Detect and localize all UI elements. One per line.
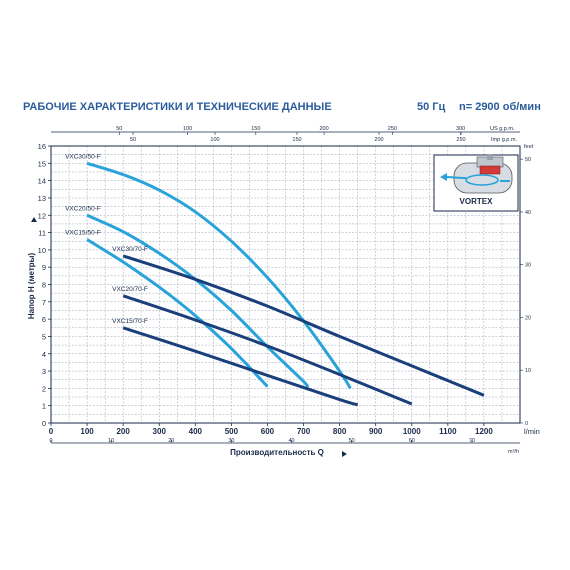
m3h-tick-label: 20 bbox=[168, 438, 174, 444]
speed-label: n= 2900 об/мин bbox=[459, 101, 541, 113]
usgpm-tick-label: 50 bbox=[116, 126, 122, 132]
y-tick-label: 6 bbox=[42, 315, 46, 324]
y-tick-label: 14 bbox=[38, 177, 46, 186]
curve-vxc20-50-f bbox=[86, 213, 310, 389]
y-tick-label: 0 bbox=[42, 419, 46, 428]
y-tick-label: 8 bbox=[42, 281, 46, 290]
x-tick-label: 800 bbox=[333, 427, 347, 436]
m3h-tick-label: 70 bbox=[469, 438, 475, 444]
x-tick-label: 1100 bbox=[439, 427, 457, 436]
frequency-label: 50 Гц bbox=[417, 101, 446, 113]
y-axis-arrow bbox=[31, 217, 37, 222]
feet-tick-label: 40 bbox=[525, 210, 531, 216]
y-tick-label: 9 bbox=[42, 263, 46, 272]
y-tick-label: 10 bbox=[38, 246, 46, 255]
curve-vxc15-70-f bbox=[122, 326, 359, 407]
page-title: РАБОЧИЕ ХАРАКТЕРИСТИКИ И ТЕХНИЧЕСКИЕ ДАН… bbox=[23, 101, 332, 113]
x-unit-label: l/min bbox=[524, 427, 540, 436]
m3h-tick-label: 60 bbox=[409, 438, 415, 444]
curve-label: VXC20/70-F bbox=[112, 286, 148, 293]
impgpm-tick-label: 200 bbox=[374, 137, 383, 143]
curve-vxc30-70-f bbox=[122, 254, 485, 397]
x-tick-label: 500 bbox=[225, 427, 239, 436]
vortex-inset: VORTEX bbox=[433, 154, 519, 212]
chart-curves: VXC30/50-F VXC20/50-F VXC15/50-F VXC30/70-F… bbox=[65, 153, 485, 407]
y-tick-label: 3 bbox=[42, 367, 46, 376]
usgpm-unit-label: US g.p.m. bbox=[490, 126, 515, 132]
vortex-pump-icon bbox=[440, 154, 513, 194]
curve-label: VXC30/70-F bbox=[112, 246, 148, 253]
chart-ticks: 0 100 200 300 400 500 600 700 800 900 1000 1100 1200… bbox=[38, 126, 540, 455]
curve-label: VXC15/70-F bbox=[112, 318, 148, 325]
y-tick-label: 16 bbox=[38, 142, 46, 151]
m3h-tick-label: 0 bbox=[49, 438, 52, 444]
m3h-tick-label: 30 bbox=[228, 438, 234, 444]
x-tick-label: 200 bbox=[116, 427, 130, 436]
impgpm-tick-label: 50 bbox=[130, 137, 136, 143]
y-tick-label: 15 bbox=[38, 159, 46, 168]
usgpm-tick-label: 250 bbox=[388, 126, 397, 132]
x-tick-label: 300 bbox=[153, 427, 167, 436]
usgpm-tick-label: 100 bbox=[183, 126, 192, 132]
curve-label: VXC30/50-F bbox=[65, 153, 101, 160]
x-tick-label: 100 bbox=[80, 427, 94, 436]
m3h-tick-label: 10 bbox=[108, 438, 114, 444]
impgpm-tick-label: 150 bbox=[292, 137, 301, 143]
feet-tick-label: 30 bbox=[525, 263, 531, 269]
y-tick-label: 4 bbox=[42, 350, 46, 359]
m3h-unit-label: m³/h bbox=[508, 449, 519, 455]
impgpm-unit-label: Imp g.p.m. bbox=[491, 137, 517, 143]
usgpm-tick-label: 300 bbox=[456, 126, 465, 132]
x-tick-label: 700 bbox=[297, 427, 311, 436]
impgpm-tick-label: 250 bbox=[456, 137, 465, 143]
y-tick-label: 13 bbox=[38, 194, 46, 203]
x-tick-label: 1200 bbox=[475, 427, 493, 436]
usgpm-tick-label: 200 bbox=[320, 126, 329, 132]
x-tick-label: 1000 bbox=[403, 427, 421, 436]
feet-tick-label: 50 bbox=[525, 157, 531, 163]
y-tick-label: 1 bbox=[42, 402, 46, 411]
curve-label: VXC15/50-F bbox=[65, 229, 101, 236]
y-tick-label: 12 bbox=[38, 211, 46, 220]
impgpm-tick-label: 100 bbox=[210, 137, 219, 143]
curve-label: VXC20/50-F bbox=[65, 205, 101, 212]
feet-tick-label: 0 bbox=[525, 421, 528, 427]
curve-vxc20-70-f bbox=[122, 294, 413, 406]
y-tick-label: 11 bbox=[38, 229, 46, 238]
x-tick-label: 0 bbox=[49, 427, 54, 436]
feet-tick-label: 20 bbox=[525, 315, 531, 321]
feet-unit-label: feet bbox=[524, 144, 534, 150]
y-axis-label: Напор H (метры) bbox=[27, 253, 36, 320]
chart-grid bbox=[51, 146, 520, 423]
usgpm-tick-label: 150 bbox=[251, 126, 260, 132]
x-tick-label: 600 bbox=[261, 427, 275, 436]
y-tick-label: 5 bbox=[42, 332, 46, 341]
feet-tick-label: 10 bbox=[525, 368, 531, 374]
y-tick-label: 7 bbox=[42, 298, 46, 307]
m3h-tick-label: 50 bbox=[349, 438, 355, 444]
curve-vxc30-50-f bbox=[86, 161, 352, 390]
y-tick-label: 2 bbox=[42, 384, 46, 393]
vortex-label: VORTEX bbox=[460, 197, 494, 206]
x-axis-arrow bbox=[342, 451, 347, 457]
x-tick-label: 400 bbox=[189, 427, 203, 436]
x-tick-label: 900 bbox=[369, 427, 383, 436]
m3h-tick-label: 40 bbox=[288, 438, 294, 444]
curve-vxc15-50-f bbox=[86, 238, 269, 388]
x-axis-label: Производительность Q bbox=[230, 448, 324, 457]
